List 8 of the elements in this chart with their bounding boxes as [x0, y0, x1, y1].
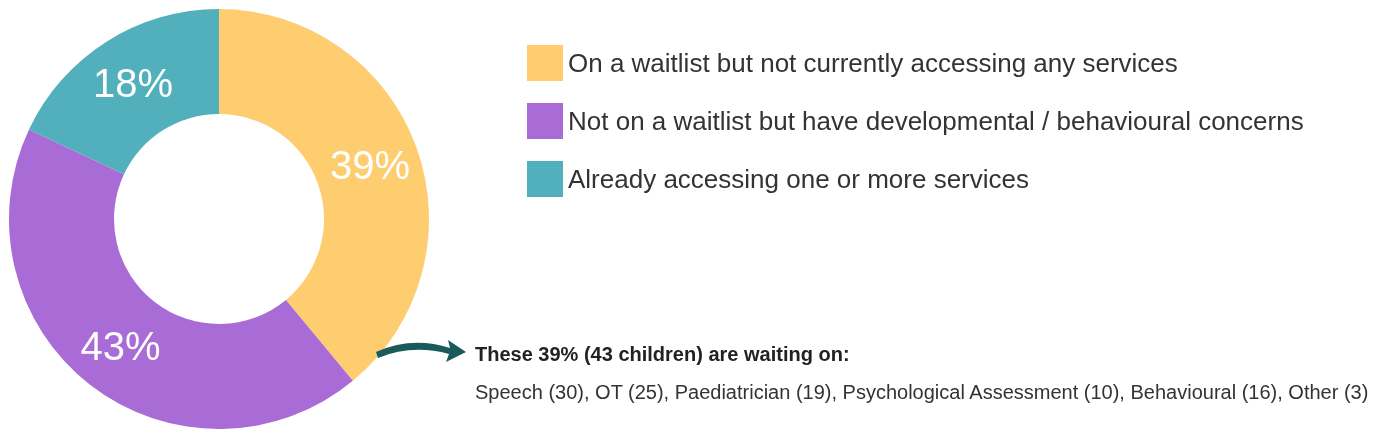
data-label: 18%: [92, 61, 174, 106]
text: These 39% (43 children) are waiting on:: [475, 343, 850, 366]
text: Speech (30), OT (25), Paediatrician (19), Psychological Assessment (10), Behavioural (16), Other (3): [475, 380, 1370, 405]
legend-label: On a waitlist but not currently accessing any services: [568, 48, 1178, 78]
data-label: 43%: [80, 323, 161, 368]
data-label: 39%: [329, 142, 411, 187]
legend-label: Not on a waitlist but have developmental / behavioural concerns: [568, 106, 1304, 136]
legend-label: Already accessing one or more services: [568, 164, 1029, 194]
